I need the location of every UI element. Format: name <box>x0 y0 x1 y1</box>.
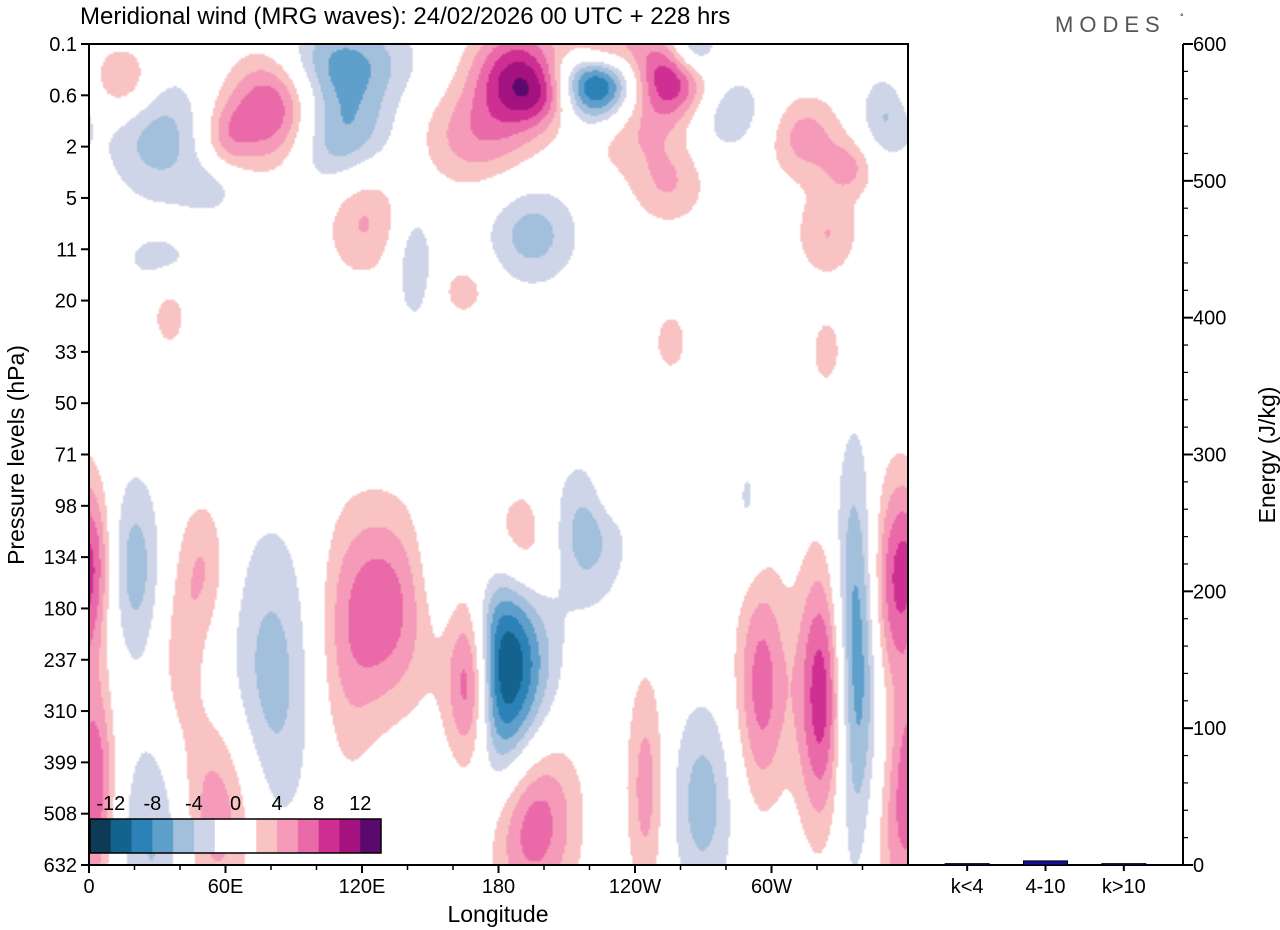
pressure-tick-label: 310 <box>44 701 77 723</box>
colorbar-swatch <box>277 819 299 853</box>
colorbar-swatch <box>193 819 216 853</box>
pressure-tick-label: 508 <box>44 804 77 826</box>
energy-bars <box>944 860 1147 866</box>
colorbar-label: -12 <box>96 793 125 815</box>
colorbar: -12 -8 -4 0 4 8 12 <box>89 793 382 854</box>
longitude-tick-label: 180 <box>482 876 515 898</box>
colorbar-label: 4 <box>272 793 283 815</box>
colorbar-swatch <box>131 819 153 853</box>
energy-tick-label: 400 <box>1193 308 1226 330</box>
pressure-axis: 0.1 0.6 2 5 11 20 33 50 71 98 134 180 237 310 399 508 63… <box>44 34 89 877</box>
pressure-tick-label: 0.1 <box>49 34 77 56</box>
x-axis-label: Longitude <box>447 901 548 927</box>
colorbar-label: 12 <box>349 793 371 815</box>
longitude-tick-label: 120E <box>339 876 386 898</box>
energy-bar <box>944 863 990 866</box>
energy-tick-label: 300 <box>1193 445 1226 467</box>
colorbar-swatch <box>235 819 257 853</box>
colorbar-swatch <box>360 819 382 853</box>
colorbar-swatch <box>318 819 340 853</box>
brand-logo: MODES <box>1055 12 1166 37</box>
longitude-tick-label: 120W <box>609 876 661 898</box>
pressure-tick-label: 399 <box>44 752 77 774</box>
pressure-tick-label: 11 <box>56 239 77 261</box>
energy-tick-label: 200 <box>1193 581 1226 603</box>
colorbar-swatch <box>110 819 133 853</box>
energy-axis: 0 100 200 300 400 500 600 <box>1183 34 1226 877</box>
colorbar-label: 0 <box>230 793 241 815</box>
pressure-tick-label: 180 <box>44 598 77 620</box>
wavenumber-axis: k<4 4-10 k>10 <box>951 865 1146 898</box>
colorbar-swatch <box>214 819 236 853</box>
colorbar-swatch <box>297 819 320 853</box>
energy-bar <box>1023 860 1068 866</box>
colorbar-label: -4 <box>185 793 203 815</box>
longitude-tick-label: 60E <box>208 876 244 898</box>
longitude-tick-label: 60W <box>751 876 792 898</box>
energy-bar-panel <box>908 44 1184 866</box>
pressure-tick-label: 5 <box>66 188 77 210</box>
energy-tick-label: 100 <box>1193 718 1226 740</box>
pressure-tick-label: 71 <box>55 445 77 467</box>
colorbar-swatch <box>173 819 195 853</box>
colorbar-label: 8 <box>313 793 324 815</box>
chart-title: Meridional wind (MRG waves): 24/02/2026 … <box>80 3 730 30</box>
energy-tick-label: 500 <box>1193 171 1226 193</box>
energy-axis-label: Energy (J/kg) <box>1254 387 1280 524</box>
longitude-axis: 0 60E 120E 180 120W 60W <box>83 865 864 898</box>
wavenumber-label: 4-10 <box>1025 876 1065 898</box>
pressure-tick-label: 237 <box>44 650 77 672</box>
colorbar-swatch <box>256 819 278 853</box>
pressure-tick-label: 0.6 <box>49 85 77 107</box>
wavenumber-label: k>10 <box>1102 876 1146 898</box>
wavenumber-label: k<4 <box>951 876 984 898</box>
brand-mark: ° <box>1180 12 1184 22</box>
pressure-tick-label: 33 <box>55 342 77 364</box>
energy-bar <box>1101 863 1147 866</box>
pressure-tick-label: 98 <box>55 496 77 518</box>
colorbar-swatch <box>152 819 174 853</box>
pressure-tick-label: 632 <box>44 855 77 877</box>
colorbar-swatch <box>339 819 361 853</box>
pressure-tick-label: 134 <box>44 547 77 569</box>
energy-tick-label: 600 <box>1193 34 1226 56</box>
y-axis-label: Pressure levels (hPa) <box>3 345 29 565</box>
pressure-tick-label: 50 <box>55 393 77 415</box>
colorbar-swatch <box>90 819 112 853</box>
longitude-tick-label: 0 <box>83 876 94 898</box>
wind-field-image <box>89 44 908 865</box>
pressure-tick-label: 2 <box>66 137 77 159</box>
colorbar-label: -8 <box>143 793 161 815</box>
heatmap-area <box>89 44 908 865</box>
pressure-tick-label: 20 <box>55 291 77 313</box>
energy-tick-label: 0 <box>1193 855 1204 877</box>
